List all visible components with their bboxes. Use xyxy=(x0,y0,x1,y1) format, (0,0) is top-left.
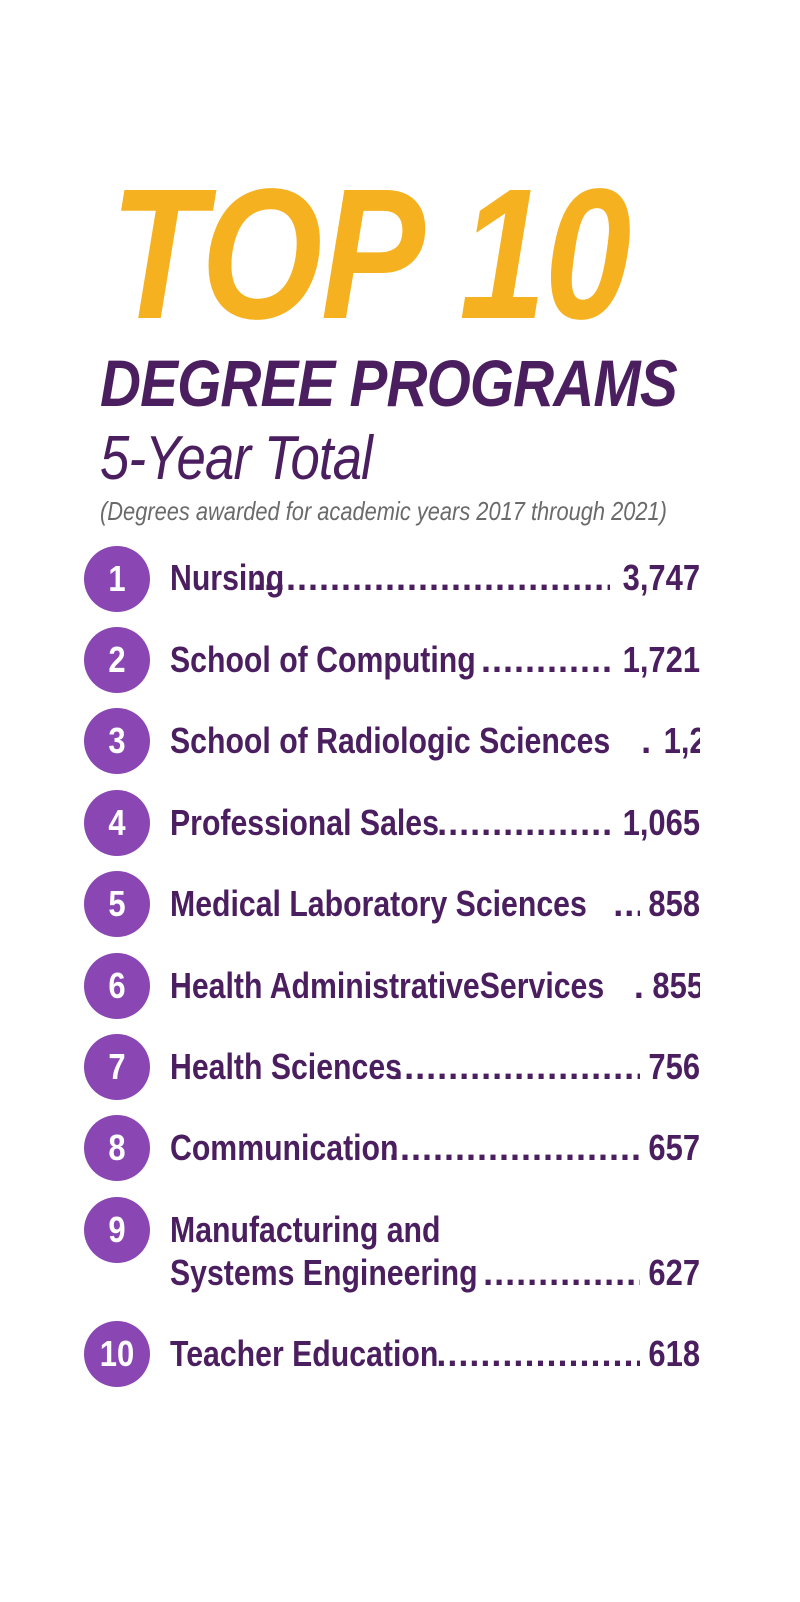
program-row-2: School of Computing 1,721 xyxy=(170,640,700,680)
program-row-1: Nursing 3,747 xyxy=(170,558,700,598)
rank-badge-1: 1 xyxy=(84,546,150,612)
program-value: 657 xyxy=(648,1128,700,1168)
program-name: Systems Engineering xyxy=(170,1253,478,1293)
dot-leader xyxy=(436,1334,640,1374)
program-name: Professional Sales xyxy=(170,803,439,843)
rank-number: 2 xyxy=(108,639,126,680)
program-value: 3,747 xyxy=(622,558,700,598)
dot-leader xyxy=(483,1253,640,1293)
note-academic-years: (Degrees awarded for academic years 2017… xyxy=(100,496,667,526)
program-name-line1: Manufacturing and xyxy=(170,1209,441,1250)
program-name: Health Sciences xyxy=(170,1047,402,1087)
dot-leader xyxy=(641,721,651,761)
title-degree-programs: DEGREE PROGRAMS xyxy=(100,346,678,420)
program-value: 1,065 xyxy=(622,803,700,843)
program-value: 855 xyxy=(652,966,700,1006)
program-name: School of Computing xyxy=(170,640,476,680)
rank-badge-4: 4 xyxy=(84,790,150,856)
program-value: 858 xyxy=(648,884,700,924)
title-top-10: TOP 10 xyxy=(110,151,631,358)
rank-badge-5: 5 xyxy=(84,871,150,937)
program-value: 1,721 xyxy=(622,640,700,680)
rank-number: 7 xyxy=(108,1046,126,1087)
rank-number: 1 xyxy=(108,558,126,599)
rank-number: 4 xyxy=(108,802,126,843)
dot-leader xyxy=(634,966,644,1006)
rank-number: 8 xyxy=(108,1127,126,1168)
program-name: School of Radiologic Sciences xyxy=(170,721,611,761)
program-row-7: Health Sciences 756 xyxy=(170,1047,700,1087)
program-row-6: Health AdministrativeServices 855 xyxy=(170,966,700,1006)
dot-leader xyxy=(253,558,610,598)
program-row-10: Teacher Education 618 xyxy=(170,1334,700,1374)
program-row-5: Medical Laboratory Sciences 858 xyxy=(170,884,700,924)
program-name: Communication xyxy=(170,1128,399,1168)
program-name: Teacher Education xyxy=(170,1334,439,1374)
rank-number: 9 xyxy=(108,1209,126,1250)
rank-badge-6: 6 xyxy=(84,953,150,1019)
program-name: Medical Laboratory Sciences xyxy=(170,884,587,924)
program-row-9: Manufacturing and Systems Engineering 62… xyxy=(170,1210,700,1293)
dot-leader xyxy=(613,884,640,924)
rank-number: 3 xyxy=(108,720,126,761)
title-five-year-total: 5-Year Total xyxy=(100,424,373,493)
program-name: Nursing xyxy=(170,558,285,598)
rank-badge-10: 10 xyxy=(84,1321,150,1387)
rank-number: 5 xyxy=(108,883,126,924)
rank-badge-7: 7 xyxy=(84,1034,150,1100)
rank-badge-9: 9 xyxy=(84,1197,150,1263)
program-value: 618 xyxy=(648,1334,700,1374)
program-row-4: Professional Sales 1,065 xyxy=(170,803,700,843)
dot-leader xyxy=(389,1128,640,1168)
dot-leader xyxy=(481,640,610,680)
program-value: 627 xyxy=(648,1253,700,1293)
program-value: 1,258 xyxy=(663,721,700,761)
program-row-8: Communication 657 xyxy=(170,1128,700,1168)
rank-number: 10 xyxy=(99,1333,135,1374)
rank-number: 6 xyxy=(108,965,126,1006)
dot-leader xyxy=(437,803,610,843)
program-row-3: School of Radiologic Sciences 1,258 xyxy=(170,721,700,761)
dot-leader xyxy=(393,1047,640,1087)
program-name: Health AdministrativeServices xyxy=(170,966,605,1006)
program-value: 756 xyxy=(648,1047,700,1087)
rank-badge-8: 8 xyxy=(84,1115,150,1181)
rank-badge-2: 2 xyxy=(84,627,150,693)
rank-badge-3: 3 xyxy=(84,708,150,774)
